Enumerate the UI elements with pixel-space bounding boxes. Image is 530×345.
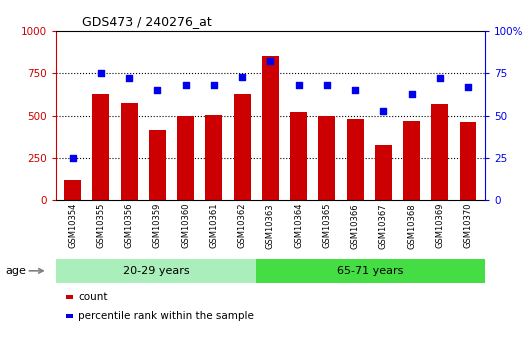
Bar xyxy=(347,119,364,200)
Bar xyxy=(64,180,81,200)
Bar xyxy=(431,104,448,200)
Point xyxy=(351,87,359,93)
Text: 20-29 years: 20-29 years xyxy=(122,266,189,276)
Point xyxy=(153,87,162,93)
Text: percentile rank within the sample: percentile rank within the sample xyxy=(78,311,254,321)
Point xyxy=(294,82,303,88)
Point xyxy=(125,76,134,81)
Bar xyxy=(121,103,138,200)
Bar xyxy=(262,56,279,200)
Bar xyxy=(205,115,222,200)
Point xyxy=(209,82,218,88)
Bar xyxy=(319,116,335,200)
Bar xyxy=(403,121,420,200)
Bar xyxy=(290,112,307,200)
Bar xyxy=(92,93,109,200)
Point xyxy=(323,82,331,88)
Point xyxy=(96,71,105,76)
Bar xyxy=(177,116,194,200)
Point xyxy=(464,84,472,90)
Point xyxy=(436,76,444,81)
Point xyxy=(407,91,416,96)
Bar xyxy=(460,122,476,200)
Bar xyxy=(375,145,392,200)
Bar xyxy=(234,93,251,200)
Point xyxy=(379,108,387,113)
Text: GDS473 / 240276_at: GDS473 / 240276_at xyxy=(82,14,212,28)
Point xyxy=(181,82,190,88)
Text: count: count xyxy=(78,293,108,302)
Text: 65-71 years: 65-71 years xyxy=(337,266,404,276)
Bar xyxy=(149,130,166,200)
Text: age: age xyxy=(5,266,26,276)
Point xyxy=(238,74,246,79)
Point xyxy=(266,59,275,64)
Point xyxy=(68,155,77,161)
